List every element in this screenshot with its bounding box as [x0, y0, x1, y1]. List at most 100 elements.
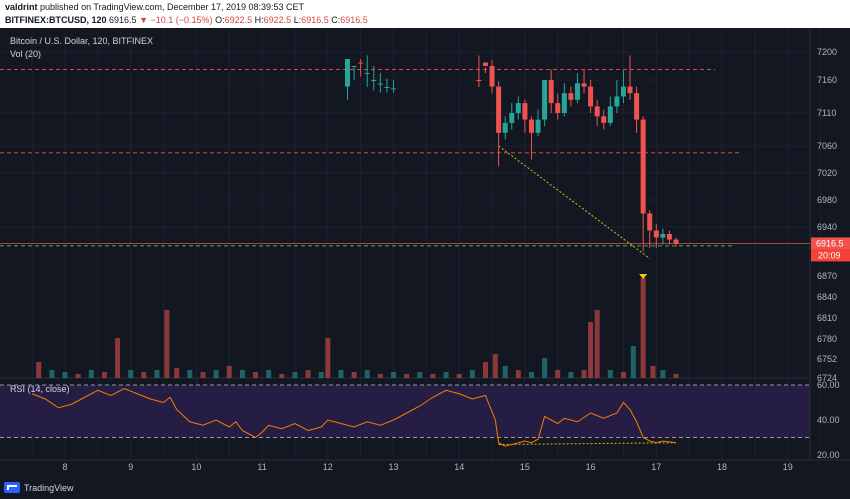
price-tick-label: 6810 [817, 313, 837, 323]
low-value: 6916.5 [301, 15, 329, 25]
time-tick-label: 17 [651, 462, 661, 472]
volume-bar [568, 372, 574, 378]
close-value: 6916.5 [340, 15, 368, 25]
candle [666, 234, 672, 240]
candle [377, 83, 383, 85]
rsi-tick-label: 60.00 [817, 380, 840, 390]
candle [555, 103, 561, 113]
divergence-trendline [498, 145, 651, 259]
price-tick-label: 7020 [817, 168, 837, 178]
candle [358, 62, 364, 64]
rsi-line [31, 387, 677, 447]
volume-bar [417, 372, 423, 378]
volume-bar [292, 372, 298, 378]
volume-tick-label: 6724 [817, 373, 837, 383]
volume-bar [620, 372, 626, 378]
tradingview-logo[interactable]: TradingView [4, 482, 74, 493]
volume-bar [351, 372, 357, 378]
candle [548, 80, 554, 104]
candle [482, 62, 488, 66]
rsi-band [0, 385, 810, 438]
price-tick-label: 6840 [817, 292, 837, 302]
volume-bar [49, 370, 55, 378]
volume-bar [581, 370, 587, 378]
candle [535, 119, 541, 133]
volume-bar [404, 374, 410, 378]
volume-bar [515, 370, 521, 378]
volume-bar [62, 372, 68, 378]
volume-bar [660, 370, 666, 378]
candle [574, 83, 580, 100]
publish-info: published on TradingView.com, December 1… [40, 2, 305, 12]
volume-bar [75, 374, 81, 378]
open-label: O: [215, 15, 225, 25]
volume-bar [325, 338, 331, 378]
high-value: 6922.5 [263, 15, 292, 25]
candle [391, 88, 396, 90]
volume-bar [141, 372, 147, 378]
volume-bar [266, 370, 272, 378]
candle [660, 234, 666, 238]
volume-bar [607, 370, 613, 378]
time-tick-label: 10 [191, 462, 201, 472]
volume-bar [469, 370, 475, 378]
volume-bar [542, 358, 548, 378]
down-arrow-icon: ▼ [139, 15, 148, 25]
candle [627, 86, 633, 94]
candle [476, 80, 482, 81]
time-tick-label: 15 [520, 462, 530, 472]
volume-bar [305, 370, 311, 378]
candle [568, 93, 574, 100]
candle [607, 106, 613, 123]
price-tick-label: 6870 [817, 271, 837, 281]
volume-bar [502, 366, 508, 378]
time-tick-label: 14 [454, 462, 464, 472]
volume-bar [430, 374, 436, 378]
price-tick-label: 6940 [817, 222, 837, 232]
countdown-tag-value: 20:09 [818, 250, 841, 260]
time-tick-label: 13 [388, 462, 398, 472]
candle [581, 83, 587, 87]
candle [345, 59, 351, 87]
volume-bar [239, 370, 245, 378]
price-tick-label: 7160 [817, 75, 837, 85]
candle [588, 86, 594, 107]
volume-bar [154, 370, 160, 378]
volume-bar [101, 372, 107, 378]
price-tick-label: 6752 [817, 354, 837, 364]
rsi-tick-label: 40.00 [817, 415, 840, 425]
volume-bar [594, 310, 600, 378]
volume-bar [253, 372, 259, 378]
candle [502, 122, 508, 133]
price-tick-label: 7200 [817, 47, 837, 57]
time-tick-label: 11 [257, 462, 266, 472]
publish-header: valdrint published on TradingView.com, D… [0, 0, 850, 28]
candle [489, 66, 495, 87]
volume-bar [528, 372, 534, 378]
rsi-tick-label: 20.00 [817, 450, 840, 460]
volume-bar [213, 370, 219, 378]
volume-bar [588, 322, 594, 378]
low-label: L: [293, 15, 302, 25]
candle [384, 87, 390, 88]
open-value: 6922.5 [224, 15, 253, 25]
time-tick-label: 19 [783, 462, 793, 472]
volume-legend: Vol (20) [10, 49, 42, 59]
time-tick-label: 16 [586, 462, 596, 472]
candle [522, 103, 528, 120]
candle [594, 106, 600, 117]
last-price: 6916.5 [109, 15, 137, 25]
candle [542, 80, 548, 120]
high-label: H: [254, 15, 264, 25]
author-name[interactable]: valdrint [5, 2, 38, 12]
volume-bar [443, 372, 449, 378]
price-change: −10.1 (−0.15%) [150, 15, 213, 25]
candle [640, 119, 646, 214]
price-chart[interactable]: 7200 7160 7110 7060 7020 6980 6940 6870 6840 6810… [0, 28, 850, 499]
price-tick-label: 7110 [817, 108, 836, 118]
volume-bar [318, 372, 324, 378]
countdown-tag [811, 249, 850, 262]
candle [364, 73, 370, 74]
tradingview-brand: TradingView [24, 482, 74, 493]
candle [673, 239, 679, 244]
